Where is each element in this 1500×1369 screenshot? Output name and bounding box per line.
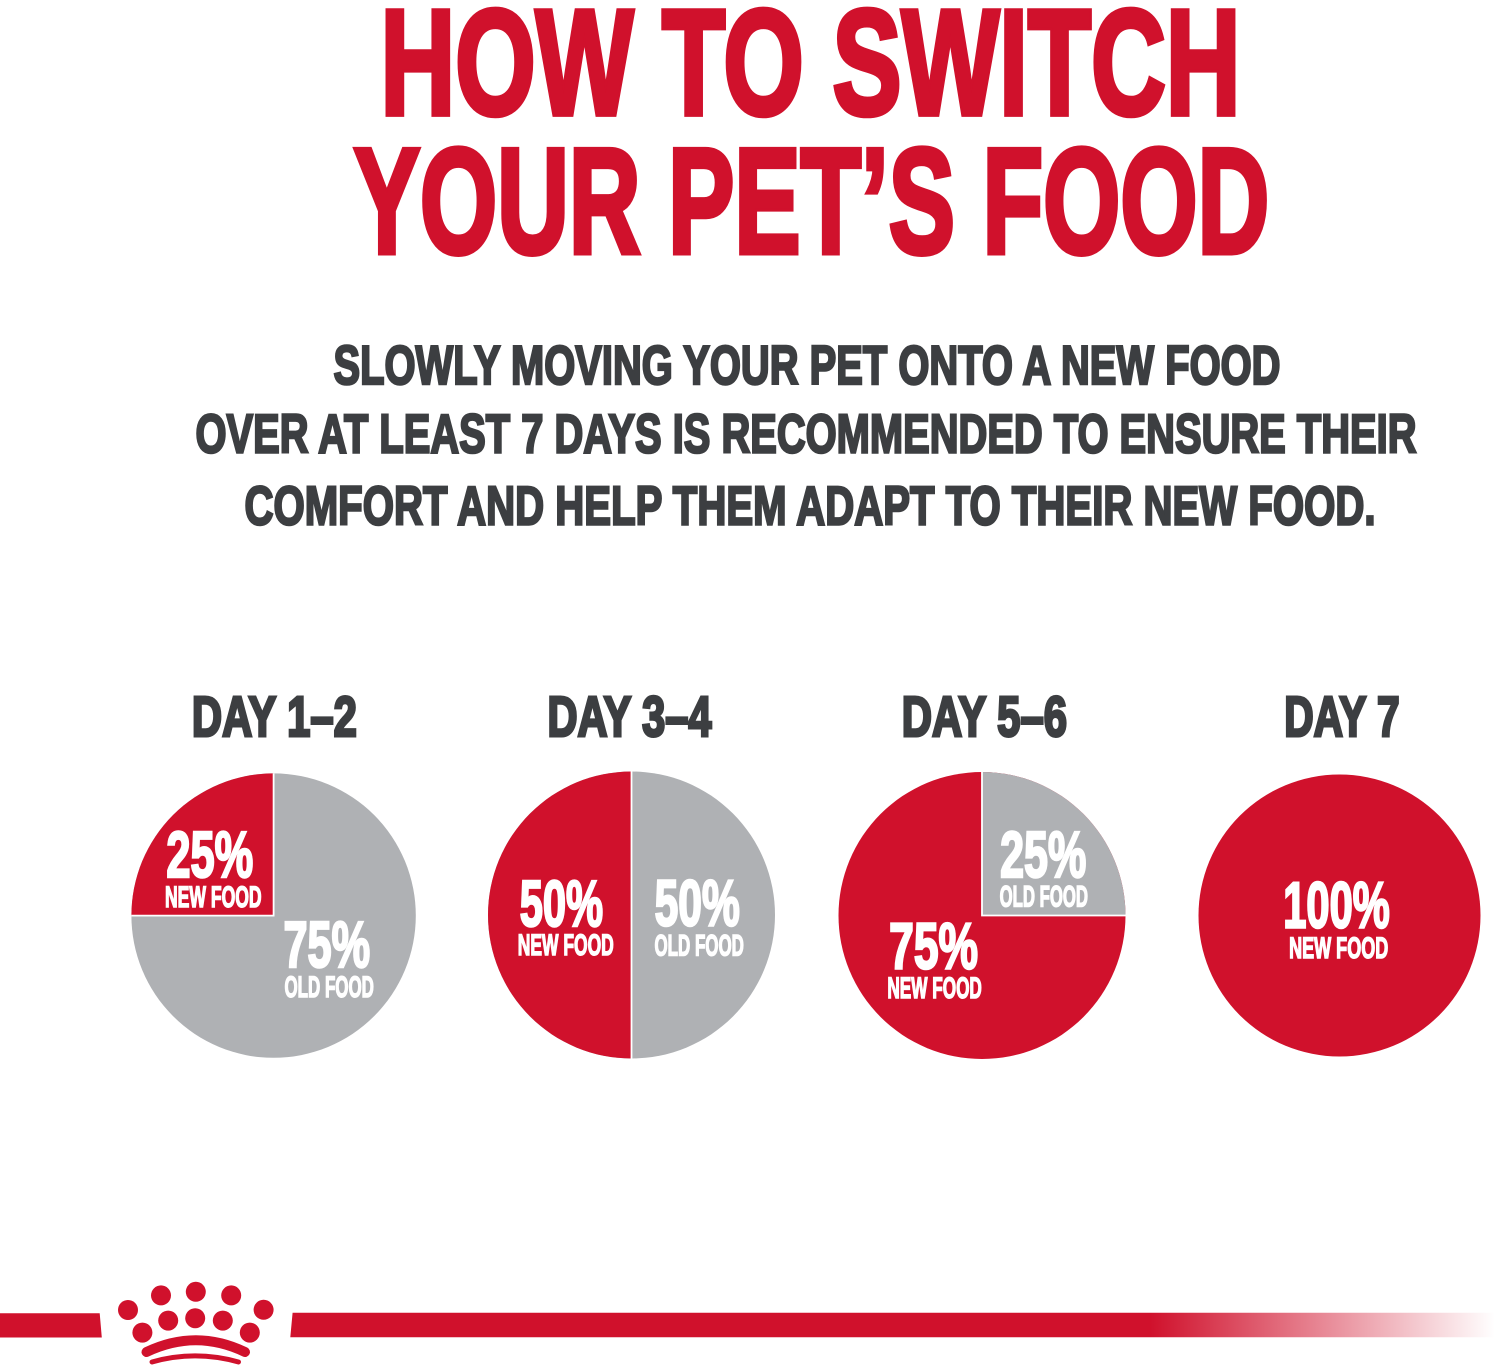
- svg-text:OLD FOOD: OLD FOOD: [285, 971, 374, 1004]
- svg-text:DAY 1–2: DAY 1–2: [192, 685, 357, 749]
- svg-text:YOUR PET’S FOOD: YOUR PET’S FOOD: [354, 117, 1270, 285]
- svg-text:OLD FOOD: OLD FOOD: [1000, 880, 1088, 913]
- svg-text:OLD FOOD: OLD FOOD: [655, 929, 744, 962]
- svg-text:50%: 50%: [655, 867, 740, 939]
- svg-text:NEW FOOD: NEW FOOD: [887, 972, 982, 1005]
- svg-text:COMFORT AND HELP THEM ADAPT TO: COMFORT AND HELP THEM ADAPT TO THEIR NEW…: [245, 475, 1376, 536]
- svg-text:25%: 25%: [1000, 819, 1086, 891]
- svg-text:DAY 5–6: DAY 5–6: [902, 685, 1067, 749]
- svg-text:NEW FOOD: NEW FOOD: [518, 929, 614, 962]
- svg-text:NEW FOOD: NEW FOOD: [1289, 932, 1388, 965]
- svg-text:75%: 75%: [889, 910, 978, 982]
- svg-text:NEW FOOD: NEW FOOD: [165, 881, 262, 914]
- svg-text:DAY 3–4: DAY 3–4: [548, 685, 712, 749]
- svg-text:HOW TO SWITCH: HOW TO SWITCH: [381, 0, 1241, 146]
- svg-text:50%: 50%: [520, 868, 603, 940]
- svg-text:SLOWLY MOVING YOUR PET ONTO A: SLOWLY MOVING YOUR PET ONTO A NEW FOOD: [334, 335, 1281, 396]
- svg-text:DAY 7: DAY 7: [1284, 685, 1399, 749]
- svg-text:100%: 100%: [1283, 870, 1390, 942]
- svg-text:75%: 75%: [284, 909, 371, 981]
- svg-text:25%: 25%: [166, 819, 253, 891]
- svg-text:OVER AT LEAST 7 DAYS IS RECOMM: OVER AT LEAST 7 DAYS IS RECOMMENDED TO E…: [196, 403, 1417, 464]
